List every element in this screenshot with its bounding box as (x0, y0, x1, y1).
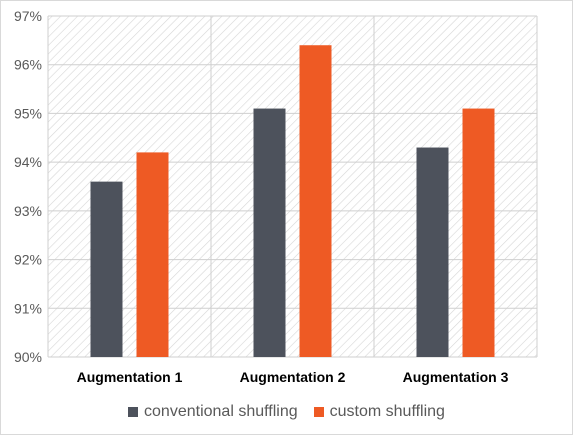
y-tick-label-4: 94% (14, 154, 42, 170)
legend: conventional shuffling custom shuffling (0, 403, 573, 421)
grid (47, 15, 538, 358)
bar-custom-1 (136, 152, 169, 357)
y-tick-label-1: 91% (14, 300, 42, 316)
bar-conventional-2 (253, 108, 286, 357)
legend-swatch-conventional (128, 407, 139, 417)
x-axis: Augmentation 1 Augmentation 2 Augmentation… (77, 369, 509, 385)
bars (90, 45, 495, 357)
y-axis: 90% 91% 92% 93% 94% 95% 96% 97% (14, 8, 42, 365)
bar-custom-3 (462, 108, 495, 357)
bar-conventional-1 (90, 181, 123, 357)
x-tick-label-3: Augmentation 3 (403, 369, 509, 385)
legend-item-custom: custom shuffling (313, 403, 445, 421)
y-tick-label-6: 96% (14, 57, 42, 73)
y-tick-label-7: 97% (14, 8, 42, 24)
plot-area (48, 16, 537, 357)
legend-label-custom: custom shuffling (329, 403, 445, 420)
y-tick-label-0: 90% (14, 349, 42, 365)
y-tick-label-2: 92% (14, 252, 42, 268)
legend-label-conventional: conventional shuffling (144, 403, 298, 420)
y-tick-label-5: 95% (14, 105, 42, 121)
y-tick-label-3: 93% (14, 203, 42, 219)
bar-conventional-3 (416, 147, 449, 357)
x-tick-label-1: Augmentation 1 (77, 369, 183, 385)
x-tick-label-2: Augmentation 2 (240, 369, 346, 385)
legend-item-conventional: conventional shuffling (128, 403, 298, 421)
bar-custom-2 (299, 45, 332, 357)
legend-swatch-custom (313, 407, 324, 417)
